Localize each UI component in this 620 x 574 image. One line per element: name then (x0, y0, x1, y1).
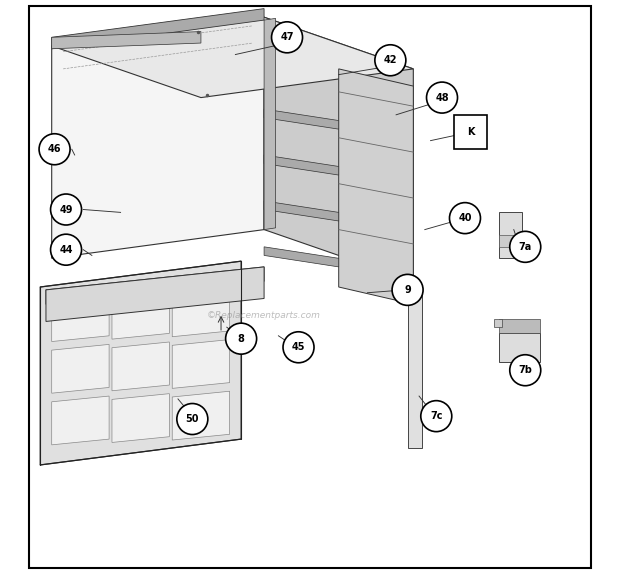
Text: 46: 46 (48, 144, 61, 154)
Polygon shape (172, 391, 229, 440)
FancyBboxPatch shape (454, 115, 487, 149)
Circle shape (427, 82, 458, 113)
Polygon shape (51, 32, 201, 49)
Circle shape (226, 323, 257, 354)
Circle shape (39, 134, 70, 165)
Polygon shape (51, 396, 109, 445)
Polygon shape (494, 319, 502, 327)
Polygon shape (51, 17, 414, 98)
Polygon shape (339, 69, 414, 304)
Polygon shape (264, 201, 339, 221)
Text: 47: 47 (280, 32, 294, 42)
Circle shape (392, 274, 423, 305)
Text: K: K (467, 127, 474, 137)
Circle shape (510, 231, 541, 262)
Text: 48: 48 (435, 92, 449, 103)
Circle shape (510, 355, 541, 386)
Polygon shape (46, 267, 264, 321)
Circle shape (272, 22, 303, 53)
Circle shape (283, 332, 314, 363)
Polygon shape (264, 109, 339, 129)
Polygon shape (40, 261, 241, 465)
Text: 7b: 7b (518, 365, 532, 375)
Circle shape (51, 194, 82, 225)
Polygon shape (51, 344, 109, 393)
Polygon shape (51, 9, 264, 49)
Circle shape (421, 401, 452, 432)
Polygon shape (172, 288, 229, 337)
Circle shape (450, 203, 480, 234)
Polygon shape (264, 155, 339, 175)
Text: 44: 44 (60, 245, 73, 255)
Polygon shape (112, 290, 169, 339)
Polygon shape (500, 235, 523, 247)
Polygon shape (500, 333, 539, 362)
Text: ©Replacementparts.com: ©Replacementparts.com (207, 311, 321, 320)
Polygon shape (407, 287, 422, 448)
Polygon shape (264, 17, 414, 281)
Polygon shape (264, 247, 339, 267)
Circle shape (177, 404, 208, 435)
Polygon shape (264, 18, 275, 230)
Polygon shape (51, 293, 109, 342)
Text: 42: 42 (384, 55, 397, 65)
Polygon shape (500, 212, 523, 258)
Text: 7a: 7a (518, 242, 532, 252)
Polygon shape (500, 319, 539, 333)
Text: 40: 40 (458, 213, 472, 223)
Text: 8: 8 (237, 333, 244, 344)
Polygon shape (112, 342, 169, 391)
Polygon shape (46, 267, 264, 304)
Circle shape (51, 234, 82, 265)
Text: 9: 9 (404, 285, 411, 295)
Circle shape (375, 45, 406, 76)
Text: 7c: 7c (430, 411, 443, 421)
Text: 49: 49 (60, 204, 73, 215)
Polygon shape (51, 17, 264, 258)
Polygon shape (172, 340, 229, 389)
Polygon shape (112, 394, 169, 443)
Text: 45: 45 (292, 342, 305, 352)
Text: 50: 50 (185, 414, 199, 424)
